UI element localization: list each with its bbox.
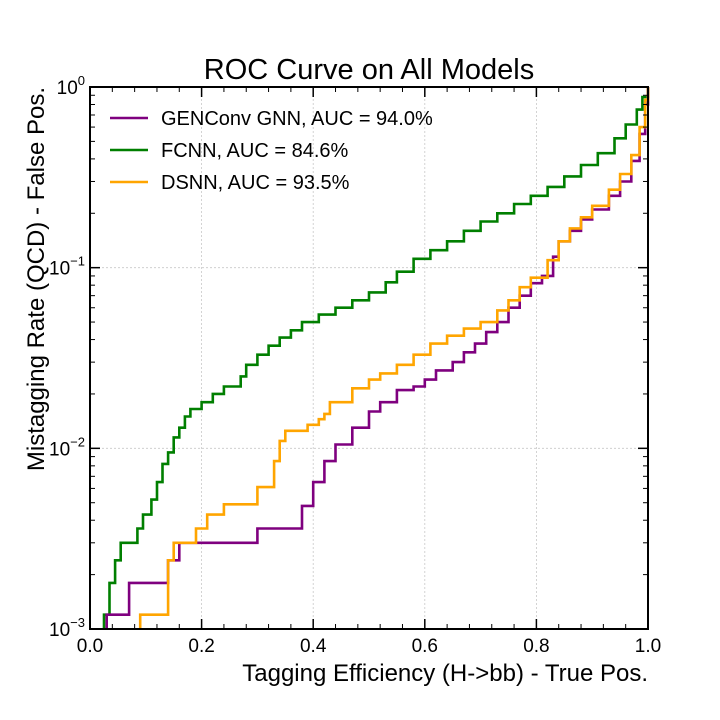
y-tick-exponent: −3 xyxy=(70,615,85,630)
y-tick-exponent: −2 xyxy=(70,434,85,449)
x-tick-label: 0.0 xyxy=(77,636,103,657)
x-axis-label: Tagging Efficiency (H->bb) - True Pos. xyxy=(242,660,648,687)
legend-label: GENConv GNN, AUC = 94.0% xyxy=(161,108,433,130)
y-tick-exponent: −1 xyxy=(70,254,85,269)
y-tick-label: 10−2 xyxy=(49,434,85,460)
legend: GENConv GNN, AUC = 94.0% FCNN, AUC = 84.6… xyxy=(110,108,433,194)
x-tick-label: 0.2 xyxy=(188,636,214,657)
y-tick-label: 10−1 xyxy=(49,254,85,280)
y-tick-label: 100 xyxy=(57,73,85,99)
x-tick-label: 0.8 xyxy=(523,636,549,657)
y-tick-base: 10 xyxy=(49,620,70,641)
roc-curves xyxy=(102,87,650,629)
y-tick-base: 10 xyxy=(49,439,70,460)
legend-label: DSNN, AUC = 93.5% xyxy=(161,172,350,194)
y-tick-base: 10 xyxy=(57,78,78,99)
x-tick-label: 1.0 xyxy=(635,636,661,657)
roc-curve-series-2 xyxy=(138,87,650,629)
y-tick-exponent: 0 xyxy=(78,73,85,88)
x-tick-label: 0.6 xyxy=(412,636,438,657)
roc-curve-series-0 xyxy=(105,87,650,629)
y-axis-label: Mistagging Rate (QCD) - False Pos. xyxy=(23,87,50,471)
roc-curve-series-1 xyxy=(102,87,650,629)
plot-frame xyxy=(89,86,649,630)
y-tick-base: 10 xyxy=(49,259,70,280)
y-tick-label: 10−3 xyxy=(49,615,85,641)
legend-label: FCNN, AUC = 84.6% xyxy=(161,140,349,162)
chart-title: ROC Curve on All Models xyxy=(204,54,534,86)
x-tick-label: 0.4 xyxy=(300,636,327,657)
